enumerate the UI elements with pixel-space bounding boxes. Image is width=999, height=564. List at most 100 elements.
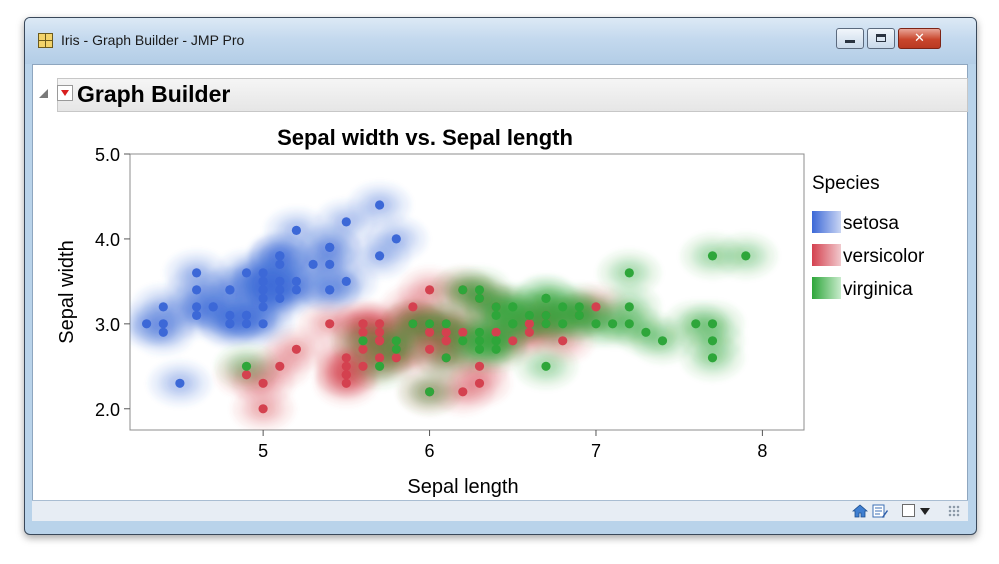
checkbox-icon[interactable] bbox=[902, 504, 915, 517]
setosa-point[interactable] bbox=[241, 310, 252, 320]
setosa-point[interactable] bbox=[391, 234, 401, 244]
title-bar[interactable]: Iris - Graph Builder - JMP Pro ✕ bbox=[25, 18, 976, 64]
virginica-point[interactable] bbox=[358, 336, 368, 346]
setosa-point[interactable] bbox=[275, 251, 285, 261]
setosa-point[interactable] bbox=[208, 302, 218, 312]
close-button[interactable]: ✕ bbox=[898, 28, 941, 49]
versicolor-legend-swatch[interactable] bbox=[812, 244, 841, 266]
versicolor-point[interactable] bbox=[441, 336, 451, 346]
versicolor-point[interactable] bbox=[375, 336, 385, 346]
versicolor-point[interactable] bbox=[591, 302, 601, 312]
versicolor-point[interactable] bbox=[491, 327, 501, 337]
versicolor-point[interactable] bbox=[358, 319, 368, 329]
virginica-point[interactable] bbox=[474, 327, 485, 337]
legend[interactable]: Species setosa versicolor virginica bbox=[812, 173, 925, 300]
versicolor-point[interactable] bbox=[275, 361, 285, 371]
setosa-point[interactable] bbox=[258, 276, 268, 286]
virginica-legend-swatch[interactable] bbox=[812, 277, 841, 299]
virginica-point[interactable] bbox=[707, 353, 718, 363]
versicolor-point[interactable] bbox=[358, 344, 368, 354]
setosa-point[interactable] bbox=[325, 259, 335, 269]
versicolor-point[interactable] bbox=[441, 327, 451, 337]
virginica-point[interactable] bbox=[474, 293, 485, 303]
setosa-point[interactable] bbox=[291, 276, 301, 286]
virginica-point[interactable] bbox=[474, 344, 485, 354]
setosa-point[interactable] bbox=[225, 285, 235, 295]
minimize-button[interactable] bbox=[836, 28, 864, 49]
red-triangle-menu-icon[interactable] bbox=[57, 85, 73, 101]
setosa-point[interactable] bbox=[258, 285, 268, 295]
virginica-point[interactable] bbox=[541, 293, 551, 303]
versicolor-point[interactable] bbox=[375, 353, 385, 363]
setosa-point[interactable] bbox=[225, 310, 235, 320]
versicolor-point[interactable] bbox=[341, 353, 351, 363]
setosa-point[interactable] bbox=[241, 319, 252, 329]
virginica-point[interactable] bbox=[441, 319, 451, 329]
setosa-point[interactable] bbox=[258, 302, 268, 312]
setosa-point[interactable] bbox=[225, 319, 235, 329]
versicolor-point[interactable] bbox=[425, 285, 435, 295]
virginica-point[interactable] bbox=[491, 336, 501, 346]
virginica-point[interactable] bbox=[624, 268, 634, 278]
virginica-point[interactable] bbox=[707, 319, 718, 329]
setosa-point[interactable] bbox=[258, 268, 268, 278]
dropdown-arrow-icon[interactable] bbox=[920, 508, 930, 515]
versicolor-point[interactable] bbox=[358, 361, 368, 371]
virginica-point[interactable] bbox=[624, 302, 634, 312]
virginica-point[interactable] bbox=[391, 336, 401, 346]
setosa-point[interactable] bbox=[192, 268, 202, 278]
setosa-point[interactable] bbox=[375, 251, 385, 261]
versicolor-point[interactable] bbox=[325, 319, 335, 329]
virginica-point[interactable] bbox=[608, 319, 618, 329]
setosa-point[interactable] bbox=[325, 285, 335, 295]
versicolor-point[interactable] bbox=[291, 344, 301, 354]
setosa-point[interactable] bbox=[175, 378, 185, 388]
setosa-point[interactable] bbox=[158, 319, 168, 329]
virginica-point[interactable] bbox=[657, 336, 668, 346]
virginica-point[interactable] bbox=[524, 310, 534, 320]
virginica-point[interactable] bbox=[641, 327, 651, 337]
virginica-point[interactable] bbox=[691, 319, 701, 329]
maximize-button[interactable] bbox=[867, 28, 895, 49]
virginica-point[interactable] bbox=[491, 310, 501, 320]
versicolor-point[interactable] bbox=[425, 344, 435, 354]
setosa-point[interactable] bbox=[375, 200, 385, 210]
virginica-point[interactable] bbox=[425, 387, 435, 397]
home-icon[interactable] bbox=[852, 504, 868, 518]
setosa-point[interactable] bbox=[275, 285, 285, 295]
setosa-point[interactable] bbox=[192, 310, 202, 320]
versicolor-point[interactable] bbox=[341, 378, 351, 388]
versicolor-point[interactable] bbox=[508, 336, 518, 346]
versicolor-point[interactable] bbox=[391, 353, 401, 363]
virginica-point[interactable] bbox=[574, 310, 584, 320]
setosa-point[interactable] bbox=[241, 268, 252, 278]
setosa-point[interactable] bbox=[142, 319, 152, 329]
virginica-legend-label[interactable]: virginica bbox=[843, 279, 913, 300]
virginica-point[interactable] bbox=[541, 319, 551, 329]
versicolor-point[interactable] bbox=[458, 387, 468, 397]
versicolor-point[interactable] bbox=[524, 327, 534, 337]
setosa-point[interactable] bbox=[258, 293, 268, 303]
virginica-point[interactable] bbox=[508, 319, 518, 329]
virginica-point[interactable] bbox=[591, 319, 601, 329]
virginica-point[interactable] bbox=[491, 302, 501, 312]
virginica-point[interactable] bbox=[408, 319, 418, 329]
setosa-point[interactable] bbox=[258, 319, 268, 329]
virginica-point[interactable] bbox=[391, 344, 401, 354]
setosa-point[interactable] bbox=[275, 259, 285, 269]
virginica-point[interactable] bbox=[441, 353, 451, 363]
outline-header[interactable] bbox=[57, 78, 968, 112]
setosa-point[interactable] bbox=[341, 276, 351, 286]
setosa-legend-label[interactable]: setosa bbox=[843, 213, 899, 234]
versicolor-point[interactable] bbox=[258, 404, 268, 414]
setosa-point[interactable] bbox=[192, 302, 202, 312]
virginica-point[interactable] bbox=[241, 361, 252, 371]
versicolor-point[interactable] bbox=[408, 302, 418, 312]
setosa-legend-swatch[interactable] bbox=[812, 211, 841, 233]
graph-builder-app-icon[interactable] bbox=[38, 33, 53, 48]
setosa-point[interactable] bbox=[275, 293, 285, 303]
setosa-point[interactable] bbox=[291, 225, 301, 235]
virginica-point[interactable] bbox=[624, 319, 634, 329]
versicolor-point[interactable] bbox=[258, 378, 268, 388]
setosa-point[interactable] bbox=[308, 259, 318, 269]
